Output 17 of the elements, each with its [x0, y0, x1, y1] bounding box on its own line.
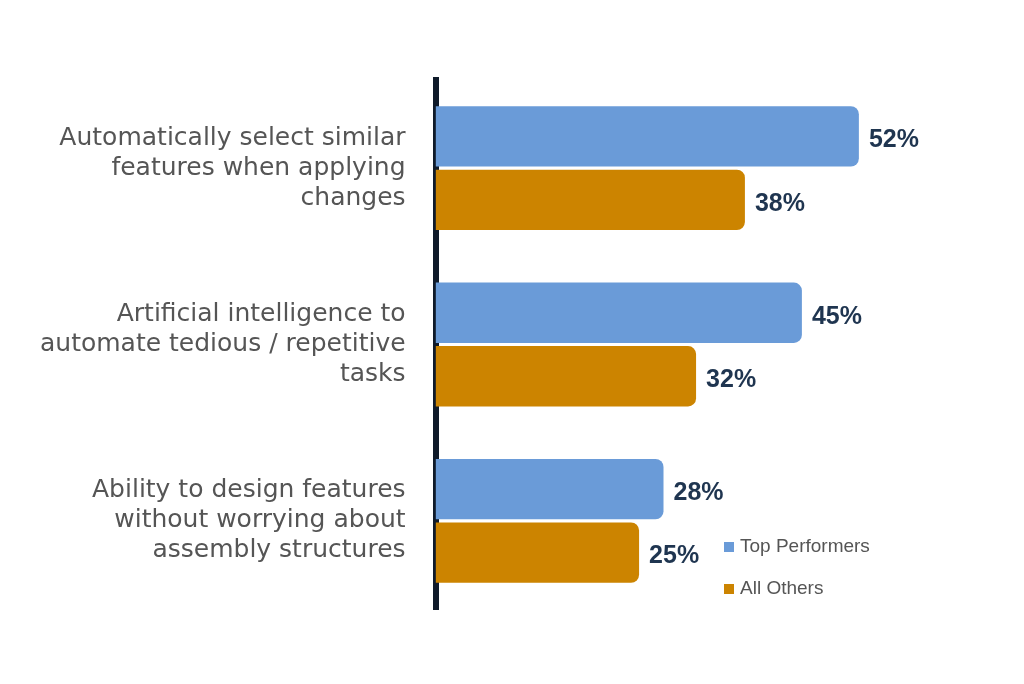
bar: [435, 458, 664, 520]
bar: [435, 522, 640, 583]
data-label: 38%: [754, 187, 805, 216]
bar: [435, 346, 697, 407]
data-label: 45%: [811, 300, 862, 329]
y-tick-label: Artificial intelligence to automate tedious / repetitive tasks: [40, 298, 406, 387]
bar: [435, 169, 745, 231]
data-label: 28%: [673, 476, 724, 505]
bar: [435, 282, 802, 343]
data-label: 52%: [868, 124, 919, 153]
data-label: 32%: [706, 364, 757, 393]
y-tick-label: Ability to design features without worrying about assembly structures: [92, 474, 406, 564]
y-tick-label: Automatically select similar features when applying changes: [59, 121, 407, 211]
legend-label: All Others: [740, 577, 824, 599]
bar: [435, 106, 859, 167]
legend-label: Top Performers: [740, 535, 870, 557]
data-label: 25%: [649, 540, 700, 569]
